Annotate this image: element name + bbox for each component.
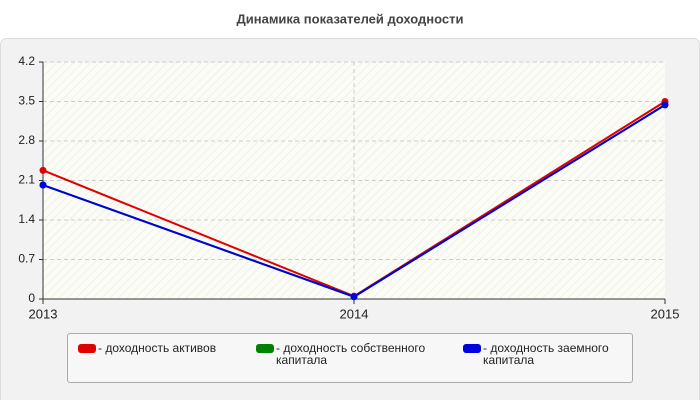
y-tick-label: 3.5 [18,94,35,108]
legend: - доходность активов - доходность собстве… [67,333,633,383]
legend-label: - доходность собственного капитала [276,341,426,367]
legend-swatch [256,344,274,353]
y-tick-label: 0 [28,291,35,305]
y-tick-label: 2.8 [18,133,35,147]
y-tick-label: 4.2 [18,54,35,68]
point [39,181,47,189]
x-tick-label: 2013 [29,306,58,321]
x-tick-label: 2014 [340,306,369,321]
legend-label: - доходность заемного капитала [483,341,609,367]
y-tick-label: 2.1 [18,173,35,187]
y-tick-label: 1.4 [18,212,35,226]
x-tick-label: 2015 [651,306,680,321]
legend-label: - доходность активов [98,341,217,355]
legend-swatch [463,344,481,353]
y-tick-label: 0.7 [18,252,35,266]
point [350,293,358,301]
chart-title: Динамика показателей доходности [236,11,463,26]
point [661,101,669,109]
point [39,166,47,174]
legend-swatch [78,344,96,353]
